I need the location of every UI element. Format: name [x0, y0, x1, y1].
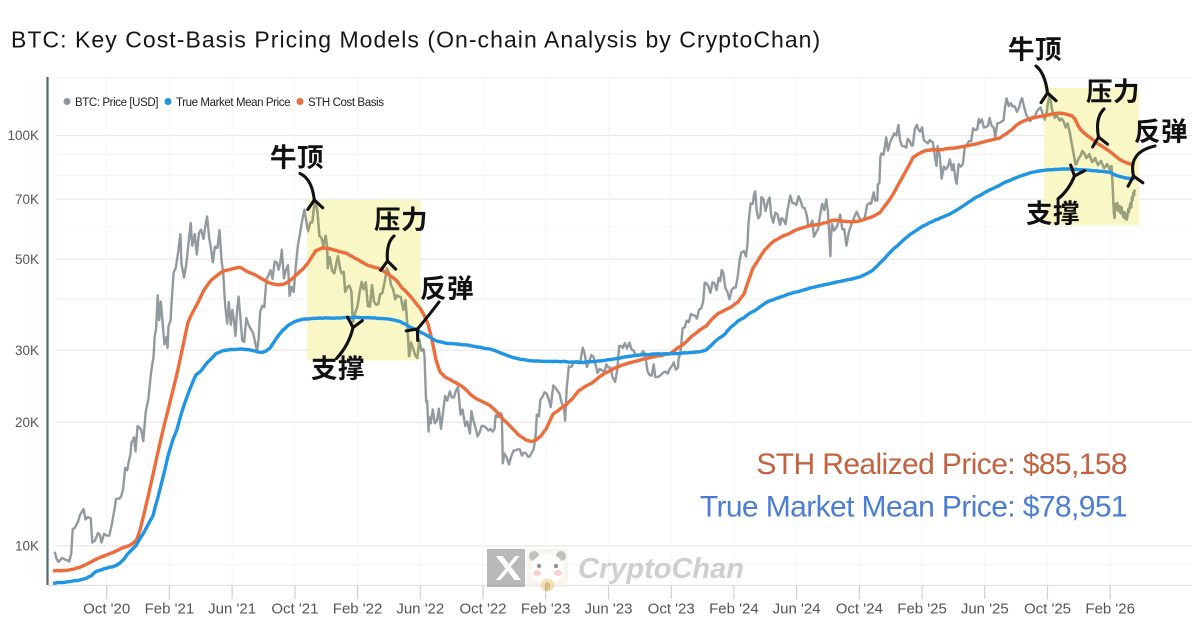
svg-text:True Market Mean Price: $78,95: True Market Mean Price: $78,951 — [700, 491, 1127, 524]
svg-text:Feb '22: Feb '22 — [333, 601, 383, 618]
svg-text:Jun '24: Jun '24 — [773, 601, 821, 618]
svg-text:50K: 50K — [15, 252, 39, 267]
svg-text:CryptoChan: CryptoChan — [578, 553, 744, 585]
svg-text:Feb '21: Feb '21 — [145, 601, 195, 618]
svg-text:Oct '21: Oct '21 — [271, 601, 318, 618]
svg-text:BTC: Key Cost-Basis Pricing Mo: BTC: Key Cost-Basis Pricing Models (On-c… — [11, 27, 821, 53]
svg-text:30K: 30K — [15, 343, 39, 358]
svg-text:STH Realized Price: $85,158: STH Realized Price: $85,158 — [756, 448, 1127, 481]
svg-text:20K: 20K — [15, 415, 39, 430]
svg-text:BTC: Price [USD]: BTC: Price [USD] — [75, 97, 158, 109]
svg-text:฿: ฿ — [544, 582, 550, 593]
svg-text:Oct '23: Oct '23 — [648, 601, 695, 618]
svg-text:70K: 70K — [15, 192, 39, 207]
svg-text:True Market Mean Price: True Market Mean Price — [176, 97, 290, 109]
svg-text:Feb '26: Feb '26 — [1085, 601, 1135, 618]
svg-text:Jun '23: Jun '23 — [585, 601, 633, 618]
svg-text:STH Cost Basis: STH Cost Basis — [308, 97, 384, 109]
svg-text:Feb '24: Feb '24 — [709, 601, 759, 618]
svg-text:10K: 10K — [15, 539, 39, 554]
svg-text:Feb '23: Feb '23 — [521, 601, 571, 618]
svg-text:Jun '21: Jun '21 — [208, 601, 256, 618]
svg-text:Jun '25: Jun '25 — [961, 601, 1009, 618]
svg-text:Jun '22: Jun '22 — [396, 601, 444, 618]
svg-text:Oct '24: Oct '24 — [836, 601, 883, 618]
svg-text:Oct '20: Oct '20 — [83, 601, 130, 618]
svg-text:Feb '25: Feb '25 — [897, 601, 947, 618]
svg-text:Oct '22: Oct '22 — [459, 601, 506, 618]
svg-text:100K: 100K — [7, 128, 39, 143]
svg-text:Oct '25: Oct '25 — [1024, 601, 1071, 618]
